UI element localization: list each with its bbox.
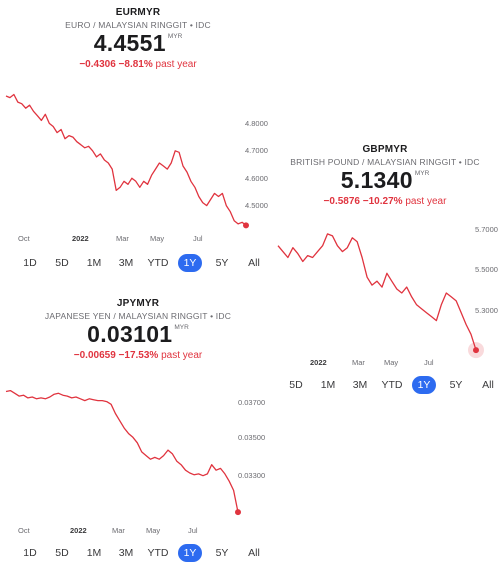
eurmyr-change-pct: −8.81% — [118, 59, 153, 70]
y-tick-label: 0.03300 — [238, 471, 265, 480]
x-tick-label: Oct — [18, 234, 31, 243]
eurmyr-header: EURMYR EURO / MALAYSIAN RINGGIT • IDC 4.… — [18, 7, 258, 70]
price-line — [277, 233, 477, 351]
jpymyr-range-selector: 1D 5D 1M 3M YTD 1Y 5Y All — [14, 544, 270, 562]
y-tick-label: 5.7000 — [475, 225, 498, 234]
gbpmyr-change-label: past year — [405, 196, 447, 207]
range-1d-button[interactable]: 1D — [23, 547, 37, 559]
current-point — [235, 509, 241, 516]
y-tick-label: 4.5000 — [245, 201, 268, 210]
range-3m-button[interactable]: 3M — [118, 257, 134, 269]
current-point — [473, 347, 479, 354]
x-tick-label: 2022 — [70, 526, 87, 535]
range-1y-button[interactable]: 1Y — [178, 544, 202, 562]
gbpmyr-header: GBPMYR BRITISH POUND / MALAYSIAN RINGGIT… — [280, 144, 490, 207]
eurmyr-range-selector: 1D 5D 1M 3M YTD 1Y 5Y All — [14, 254, 270, 272]
gbpmyr-change: −0.5876 −10.27% past year — [280, 196, 490, 207]
y-tick-label: 4.8000 — [245, 119, 268, 128]
x-tick-label: 2022 — [310, 358, 327, 367]
range-ytd-button[interactable]: YTD — [147, 257, 169, 269]
range-5y-button[interactable]: 5Y — [215, 547, 229, 559]
gbpmyr-symbol: GBPMYR — [362, 144, 408, 155]
jpymyr-header: JPYMYR JAPANESE YEN / MALAYSIAN RINGGIT … — [18, 298, 258, 361]
range-5y-button[interactable]: 5Y — [215, 257, 229, 269]
range-3m-button[interactable]: 3M — [118, 547, 134, 559]
range-5d-button[interactable]: 5D — [55, 257, 69, 269]
range-5d-button[interactable]: 5D — [55, 547, 69, 559]
x-tick-label: Mar — [352, 358, 365, 367]
current-point — [243, 222, 249, 229]
eurmyr-price: 4.4551 — [93, 30, 166, 56]
gbpmyr-unit: MYR — [414, 170, 430, 177]
x-tick-label: May — [150, 234, 164, 243]
eurmyr-change-label: past year — [155, 59, 197, 70]
range-5d-button[interactable]: 5D — [289, 379, 303, 391]
jpymyr-symbol: JPYMYR — [116, 298, 160, 309]
gbpmyr-price: 5.1340 — [340, 167, 413, 193]
jpymyr-change-value: −0.00659 — [73, 350, 116, 361]
range-ytd-button[interactable]: YTD — [147, 547, 169, 559]
y-tick-label: 5.5000 — [475, 265, 498, 274]
jpymyr-change: −0.00659 −17.53% past year — [18, 350, 258, 361]
jpymyr-price-row: 0.03101 MYR — [18, 323, 258, 346]
y-tick-label: 4.7000 — [245, 146, 268, 155]
x-tick-label: Jul — [424, 358, 434, 367]
x-tick-label: 2022 — [72, 234, 89, 243]
range-all-button[interactable]: All — [248, 547, 260, 559]
range-1m-button[interactable]: 1M — [86, 547, 102, 559]
eurmyr-symbol: EURMYR — [115, 7, 161, 18]
jpymyr-chart[interactable]: 0.03700 0.03500 0.03300 Oct 2022 Mar May Jul — [0, 382, 280, 540]
range-all-button[interactable]: All — [482, 379, 494, 391]
eurmyr-change: −0.4306 −8.81% past year — [18, 59, 258, 70]
gbpmyr-range-selector: 5D 1M 3M YTD 1Y 5Y All — [280, 376, 500, 394]
range-5y-button[interactable]: 5Y — [449, 379, 463, 391]
price-line — [5, 93, 247, 226]
y-tick-label: 0.03700 — [238, 398, 265, 407]
eurmyr-change-value: −0.4306 — [79, 59, 116, 70]
gbpmyr-change-pct: −10.27% — [362, 196, 403, 207]
eurmyr-unit: MYR — [167, 33, 183, 40]
x-tick-label: May — [146, 526, 160, 535]
jpymyr-unit: MYR — [174, 324, 189, 331]
x-tick-label: May — [384, 358, 398, 367]
gbpmyr-price-row: 5.1340 MYR — [280, 169, 490, 192]
range-3m-button[interactable]: 3M — [352, 379, 368, 391]
gbpmyr-change-value: −0.5876 — [323, 196, 360, 207]
range-all-button[interactable]: All — [248, 257, 260, 269]
jpymyr-change-label: past year — [161, 350, 203, 361]
x-tick-label: Mar — [112, 526, 125, 535]
price-line — [5, 389, 239, 513]
range-1d-button[interactable]: 1D — [23, 257, 37, 269]
y-tick-label: 5.3000 — [475, 306, 498, 315]
range-1m-button[interactable]: 1M — [86, 257, 102, 269]
x-tick-label: Jul — [188, 526, 198, 535]
range-1y-button[interactable]: 1Y — [178, 254, 202, 272]
x-tick-label: Mar — [116, 234, 129, 243]
jpymyr-change-pct: −17.53% — [118, 350, 159, 361]
jpymyr-price: 0.03101 — [87, 321, 173, 347]
eurmyr-chart[interactable]: 4.8000 4.7000 4.6000 4.5000 Oct 2022 Mar May Jul — [0, 85, 280, 250]
eurmyr-price-row: 4.4551 MYR — [18, 32, 258, 55]
y-tick-label: 0.03500 — [238, 433, 265, 442]
range-1y-button[interactable]: 1Y — [412, 376, 436, 394]
y-tick-label: 4.6000 — [245, 174, 268, 183]
x-tick-label: Oct — [18, 526, 31, 535]
gbpmyr-chart[interactable]: 5.7000 5.5000 5.3000 2022 Mar May Jul — [270, 222, 500, 372]
range-ytd-button[interactable]: YTD — [381, 379, 403, 391]
x-tick-label: Jul — [193, 234, 203, 243]
range-1m-button[interactable]: 1M — [320, 379, 336, 391]
gbpmyr-subtitle: BRITISH POUND / MALAYSIAN RINGGIT • IDC — [290, 157, 480, 167]
jpymyr-subtitle: JAPANESE YEN / MALAYSIAN RINGGIT • IDC — [44, 311, 232, 321]
eurmyr-subtitle: EURO / MALAYSIAN RINGGIT • IDC — [65, 20, 211, 30]
